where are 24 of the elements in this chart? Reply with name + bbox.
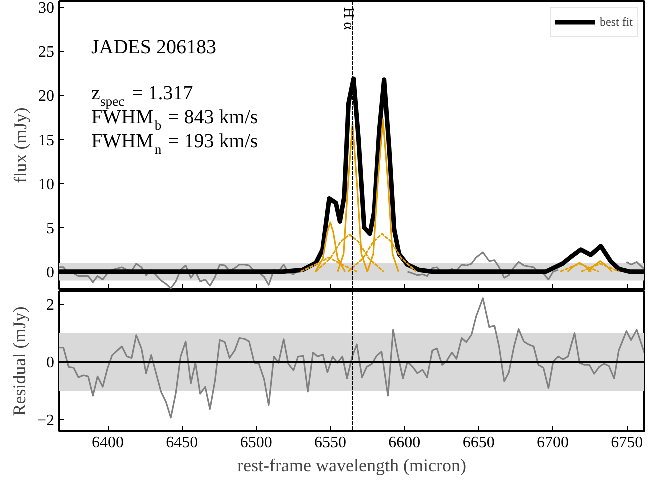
y-tick-label: 10 [38, 176, 54, 194]
y-tick-label: 30 [38, 0, 54, 18]
x-axis-title: rest-frame wavelength (micron) [238, 456, 466, 476]
y-tick-label: 5 [46, 220, 54, 238]
x-tick-label: 6450 [166, 434, 198, 452]
x-tick-label: 6400 [92, 434, 124, 452]
legend-label: best fit [600, 14, 633, 30]
y-tick-label: 0 [46, 354, 54, 372]
x-tick-label: 6750 [611, 434, 644, 452]
y-tick-label: −2 [37, 412, 55, 430]
x-tick-label: 6500 [240, 434, 272, 452]
x-tick-label: 6700 [536, 434, 569, 452]
y-tick-label: 25 [38, 44, 54, 62]
y-axis-title: Residual (mJy) [9, 306, 30, 416]
y-tick-label: 2 [46, 296, 54, 314]
y-tick-label: 0 [46, 264, 54, 282]
ref-line-label: H α [340, 8, 357, 30]
x-tick-label: 6650 [462, 434, 495, 452]
y-tick-label: 20 [38, 88, 54, 106]
x-tick-label: 6600 [388, 434, 421, 452]
y-tick-label: 15 [38, 132, 54, 150]
annotation: JADES 206183 [92, 36, 217, 58]
x-tick-label: 6550 [314, 434, 346, 452]
y-axis-title: flux (mJy) [10, 108, 30, 184]
